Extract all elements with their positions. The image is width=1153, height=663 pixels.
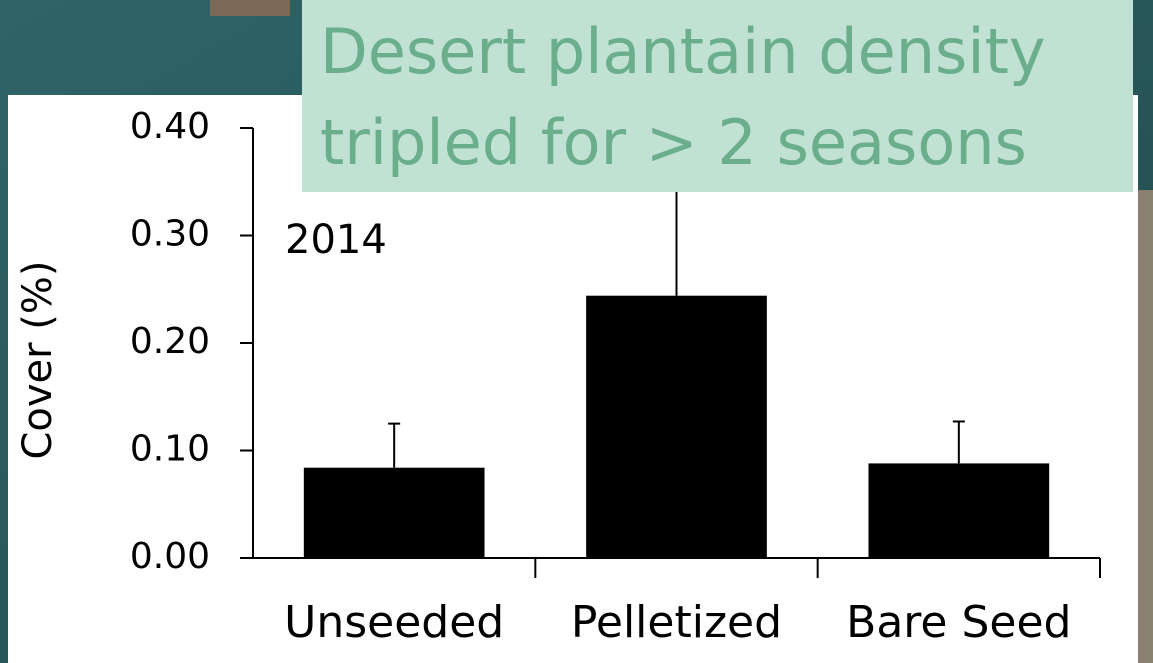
- bar: [586, 295, 767, 558]
- chart-title: Desert plantain density: [320, 15, 1046, 88]
- plot: 0.00 0.10 0.20 0.30 0.40 Unseeded Pelletized Ba…: [130, 106, 1101, 648]
- error-bar: [388, 422, 401, 468]
- x-tick-label: Pelletized: [571, 597, 782, 648]
- x-tick-label: Bare Seed: [846, 597, 1071, 648]
- title-box: [302, 0, 1133, 192]
- bar: [868, 463, 1050, 558]
- x-tick-label: Unseeded: [284, 597, 504, 648]
- annotation: 2014: [285, 217, 387, 263]
- bar: [303, 467, 485, 558]
- y-tick-label: 0.30: [130, 214, 210, 255]
- y-axis-label: Cover (%): [15, 260, 61, 459]
- y-tick-label: 0.10: [130, 429, 210, 470]
- chart-title: tripled for > 2 seasons: [320, 106, 1027, 179]
- photo-fragment: [210, 0, 290, 16]
- y-tick-label: 0.40: [130, 106, 210, 147]
- photo-fragment: [1138, 190, 1153, 663]
- y-tick-label: 0.00: [130, 536, 210, 577]
- error-bar: [952, 420, 965, 464]
- y-tick-label: 0.20: [130, 321, 210, 362]
